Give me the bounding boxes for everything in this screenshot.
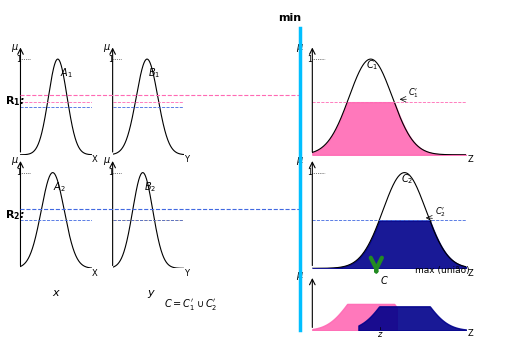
Text: X: X <box>92 269 97 278</box>
Text: $z$: $z$ <box>377 331 383 340</box>
Text: $\mu$: $\mu$ <box>11 155 19 167</box>
Text: $\mu$: $\mu$ <box>103 42 111 54</box>
Text: X: X <box>92 155 97 164</box>
Text: Z: Z <box>467 155 474 164</box>
Text: $\mu$: $\mu$ <box>103 155 111 167</box>
Text: 1: 1 <box>308 168 312 177</box>
Text: $\mu$: $\mu$ <box>11 42 19 54</box>
Text: $A_1$: $A_1$ <box>60 66 73 80</box>
Text: $x$: $x$ <box>52 288 61 298</box>
Text: min: min <box>278 13 301 23</box>
Text: Y: Y <box>184 155 189 164</box>
Text: 1: 1 <box>108 55 113 64</box>
Text: $B_2$: $B_2$ <box>144 180 156 194</box>
Text: $C=C_1'\cup C_2'$: $C=C_1'\cup C_2'$ <box>164 297 218 312</box>
Text: $\mu$: $\mu$ <box>296 270 304 282</box>
Text: 1: 1 <box>16 168 20 177</box>
Text: Z: Z <box>467 269 474 278</box>
Text: $B_1$: $B_1$ <box>148 66 161 80</box>
Text: 1: 1 <box>108 168 113 177</box>
Text: $C_1'$: $C_1'$ <box>408 86 418 100</box>
Text: $\mu$: $\mu$ <box>296 155 304 167</box>
Text: $C_1$: $C_1$ <box>366 58 378 73</box>
Text: $y$: $y$ <box>146 288 156 300</box>
Text: $\mathbf{R_2}$:: $\mathbf{R_2}$: <box>5 208 25 222</box>
Text: $\mathbf{R_1}$:: $\mathbf{R_1}$: <box>5 95 25 108</box>
Text: max (união): max (união) <box>415 266 470 275</box>
Text: $C$: $C$ <box>380 274 389 286</box>
Text: $C_2$: $C_2$ <box>401 172 414 186</box>
Text: 1: 1 <box>16 55 20 64</box>
Text: $\mu$: $\mu$ <box>296 42 304 54</box>
Text: Y: Y <box>184 269 189 278</box>
Text: $C_2'$: $C_2'$ <box>435 206 446 219</box>
Text: 1: 1 <box>308 55 312 64</box>
Text: Z: Z <box>467 329 474 338</box>
Text: $A_2$: $A_2$ <box>53 180 66 194</box>
